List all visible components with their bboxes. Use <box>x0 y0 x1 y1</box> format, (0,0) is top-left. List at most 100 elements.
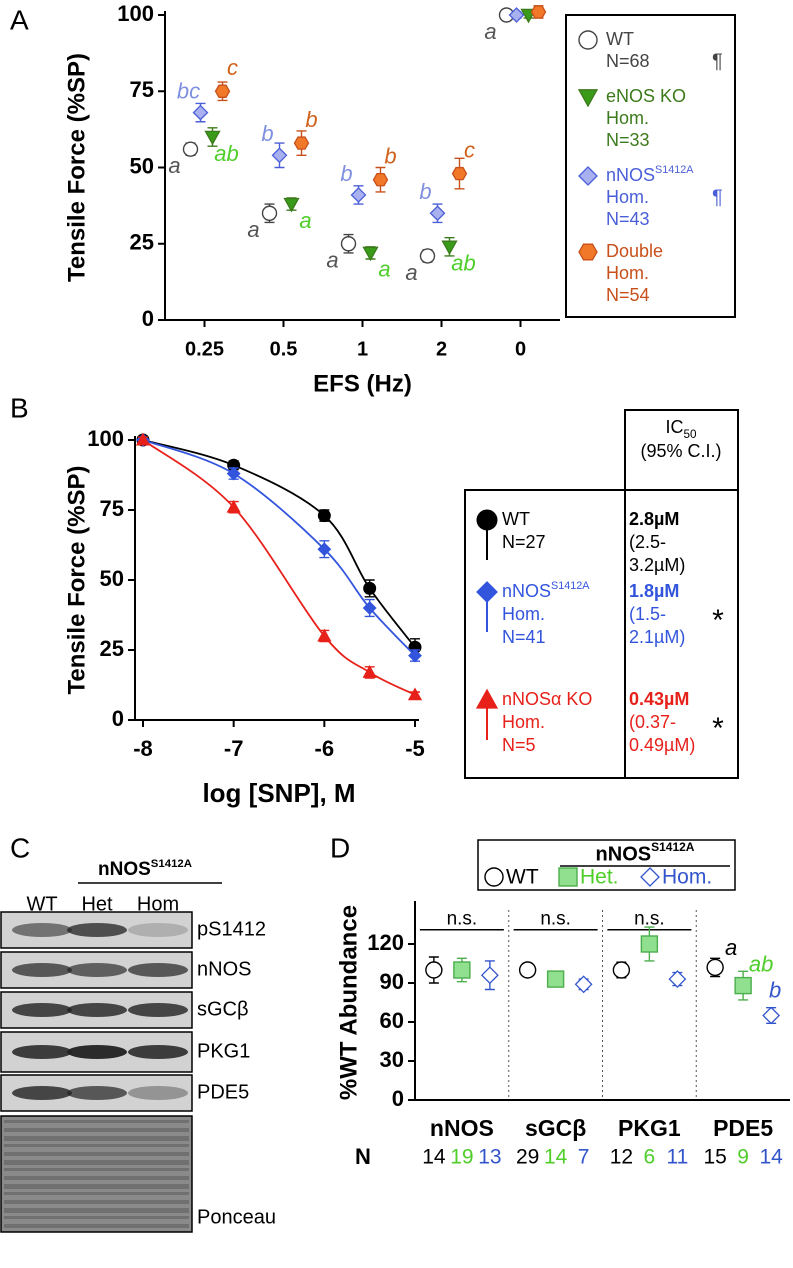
marker <box>261 205 278 221</box>
marker <box>362 246 379 262</box>
blot-group-label: nNOSS1412A <box>98 858 192 880</box>
marker <box>429 205 446 222</box>
marker <box>441 240 458 256</box>
ci-line: 0.49µM) <box>629 735 695 755</box>
x-tick-label: 0.5 <box>270 338 298 360</box>
ponceau-stripe <box>4 1176 189 1180</box>
ns-label: n.s. <box>634 908 665 929</box>
lane-label: Hom <box>137 893 179 915</box>
letter: a <box>326 248 338 273</box>
marker <box>453 961 471 979</box>
x-tick-label: -7 <box>224 736 244 761</box>
x-tick-label: sGCβ <box>525 1115 586 1141</box>
y-tick-label: 75 <box>130 77 154 102</box>
legend-label: nNOSS1412A <box>502 580 590 601</box>
legend-label: WT <box>606 29 634 49</box>
y-tick-label: 60 <box>380 1008 404 1033</box>
blot-band <box>67 923 127 937</box>
y-tick-label: 100 <box>117 1 154 26</box>
ponceau-stripe <box>4 1224 189 1228</box>
marker <box>578 243 598 261</box>
panel-label: A <box>10 4 29 35</box>
marker <box>640 867 660 887</box>
marker <box>362 665 377 678</box>
ns-label: n.s. <box>540 908 571 929</box>
n-label: N <box>355 1144 371 1169</box>
ponceau-stripe <box>4 1160 189 1165</box>
letter: b <box>419 179 431 204</box>
blot-group-label-sup: S1412A <box>151 858 192 870</box>
marker <box>578 30 598 50</box>
marker <box>577 89 599 108</box>
y-axis-title: %WT Abundance <box>335 905 362 1100</box>
table-header: IC50 <box>665 417 697 441</box>
letter: b <box>261 121 273 146</box>
letter: a <box>299 208 311 233</box>
marker <box>578 166 598 186</box>
blot-band <box>128 923 188 937</box>
letter: b <box>769 977 781 1002</box>
marker <box>192 104 209 121</box>
marker <box>214 84 231 98</box>
marker <box>182 141 199 157</box>
y-tick-label: 100 <box>87 426 124 451</box>
y-tick-label: 90 <box>380 969 404 994</box>
letter: ab <box>214 141 238 166</box>
legend-label: WT <box>506 866 539 889</box>
marker <box>518 961 537 979</box>
blot-band <box>12 1003 72 1017</box>
panel-label: B <box>10 392 29 423</box>
y-axis-title: Tensile Force (%SP) <box>63 53 90 282</box>
ponceau-stripe <box>4 1208 189 1213</box>
letter: ab <box>451 251 475 276</box>
letter: b <box>305 107 317 132</box>
n-count: 6 <box>644 1146 656 1169</box>
ponceau-stripe <box>4 1168 189 1171</box>
ponceau-stripe <box>4 1136 189 1141</box>
marker <box>419 248 436 264</box>
marker <box>340 236 357 252</box>
x-tick-label: PKG1 <box>618 1115 681 1141</box>
marker <box>558 867 578 887</box>
y-tick-label: 25 <box>130 230 154 255</box>
legend-line: N=27 <box>502 532 546 552</box>
marker <box>372 172 389 187</box>
marker <box>317 542 332 557</box>
lane-label: Het <box>81 893 113 915</box>
y-tick-label: 0 <box>392 1086 404 1111</box>
n-count: 13 <box>478 1146 501 1169</box>
table-box <box>624 409 739 779</box>
legend-line: N=43 <box>606 209 650 229</box>
letter: a <box>725 935 737 960</box>
legend-label: nNOSα KO <box>502 689 592 709</box>
ic50-value: 0.43µM <box>629 689 689 709</box>
n-count: 9 <box>737 1146 749 1169</box>
ci-line: (0.37- <box>629 712 676 732</box>
ponceau-stripe <box>4 1216 189 1219</box>
legend-label: eNOS KO <box>606 86 686 106</box>
marker <box>475 688 499 709</box>
legend-line: N=68 <box>606 51 650 71</box>
legend-line: Hom. <box>606 108 649 128</box>
marker <box>668 970 687 989</box>
ci-line: 3.2µM) <box>629 555 685 575</box>
marker <box>350 187 367 203</box>
lane-label: WT <box>26 893 57 915</box>
blot-band <box>12 1086 72 1100</box>
n-count: 15 <box>703 1146 726 1169</box>
y-tick-label: 30 <box>380 1047 404 1072</box>
ci-line: (1.5- <box>629 604 666 624</box>
legend-group-label: nNOSS1412A <box>596 840 695 865</box>
y-tick-label: 50 <box>100 566 124 591</box>
marker <box>546 970 565 988</box>
marker <box>407 687 423 701</box>
marker <box>362 601 377 615</box>
letter: a <box>405 260 417 285</box>
x-tick-label: 0.25 <box>185 338 224 360</box>
row-label: pS1412 <box>197 918 266 940</box>
marker <box>283 197 300 213</box>
curve <box>142 439 416 696</box>
y-tick-label: 0 <box>142 306 154 331</box>
blot-band <box>67 1086 127 1100</box>
ns-label: n.s. <box>447 908 478 929</box>
